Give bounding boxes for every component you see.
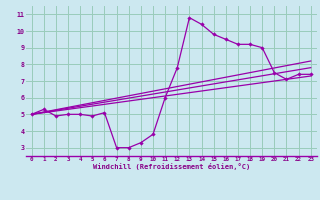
X-axis label: Windchill (Refroidissement éolien,°C): Windchill (Refroidissement éolien,°C) — [92, 163, 250, 170]
